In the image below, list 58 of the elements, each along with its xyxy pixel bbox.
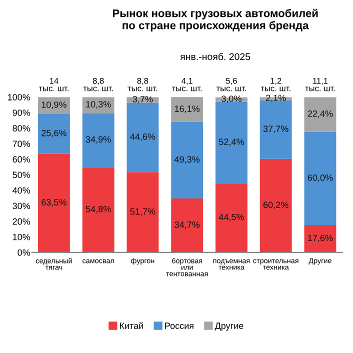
bar (82, 113, 114, 168)
y-tick-label: 10% (13, 234, 30, 240)
bar (171, 97, 204, 122)
data-label: 17,6% (308, 234, 333, 242)
annotation: 11,1 тыс. шт. (305, 78, 335, 92)
bar (304, 225, 336, 252)
chart-subtitle: янв.-нояб. 2025 (180, 52, 250, 60)
y-tick-label: 0% (18, 249, 30, 256)
y-tick-label: 40% (12, 187, 30, 194)
data-label: 3,0% (222, 96, 242, 104)
bar (126, 172, 159, 252)
bar (38, 154, 70, 252)
annotation: 8,8 тыс. шт. (83, 78, 113, 92)
chart-title: Рынок новых грузовых автомобилей по стране происхождения бренда (112, 8, 318, 32)
y-tick-label: 90% (12, 110, 30, 116)
data-label: 49,3% (174, 156, 200, 164)
bar (260, 158, 292, 252)
data-label: 63,5% (42, 199, 66, 207)
y-tick-label: 30% (12, 202, 30, 210)
data-label: 54,8% (86, 206, 111, 214)
data-label: 10,3% (86, 101, 111, 109)
y-tick-label: 100% (8, 94, 30, 100)
data-label: 16,1% (174, 106, 200, 113)
y-tick-label: 70% (12, 140, 30, 148)
data-label: 51,7% (130, 208, 156, 216)
data-label: 44,5% (218, 214, 244, 222)
bar (215, 102, 248, 184)
y-tick-label: 50% (12, 172, 30, 178)
data-label: 52,4% (219, 138, 244, 146)
bar (126, 102, 159, 172)
data-label: 3,7% (132, 96, 153, 104)
data-label: 60,2% (264, 202, 288, 210)
legend-label: Россия (165, 322, 194, 329)
bar (304, 132, 336, 226)
annotation: 1,2 тыс. шт. (260, 78, 290, 92)
data-label: 37,7% (263, 126, 288, 134)
y-tick-label: 20% (12, 218, 30, 225)
data-label: 34,9% (86, 136, 111, 144)
y-tick-label: 80% (12, 125, 30, 132)
data-label: 60,0% (308, 174, 333, 182)
data-label: 44,6% (130, 133, 156, 141)
data-label: 34,7% (174, 221, 200, 229)
y-tick-label: 60% (12, 156, 30, 163)
bar (215, 183, 248, 252)
bar (171, 122, 204, 198)
data-label: 25,6% (42, 130, 66, 138)
annotation: 8,8 тыс. шт. (128, 78, 158, 92)
data-label: 22,4% (308, 110, 333, 118)
annotation: 5,6 тыс. шт. (216, 78, 246, 92)
data-label: 10,9% (42, 102, 66, 110)
bar (82, 167, 114, 252)
bar (304, 97, 336, 132)
bar (171, 198, 204, 252)
legend-label: Китай (120, 322, 144, 329)
annotation: 14 тыс. шт. (38, 78, 68, 92)
bar (38, 114, 70, 154)
legend-label: Другие (214, 322, 244, 331)
annotation: 4,1 тыс. шт. (172, 78, 202, 92)
